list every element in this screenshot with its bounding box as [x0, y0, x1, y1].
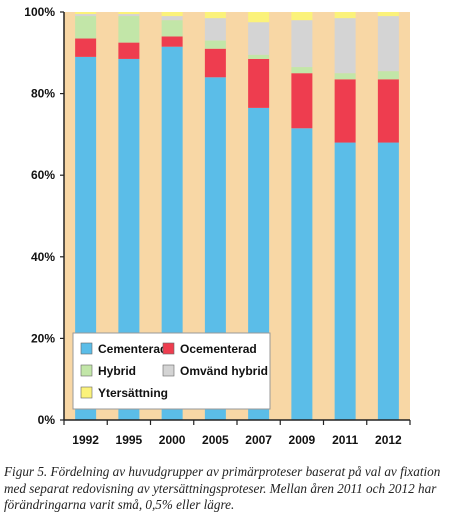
- bar-segment-2011-cementerad: [334, 142, 356, 420]
- bar-segment-2007-omvänd-hybrid: [248, 22, 270, 55]
- bar-segment-2007-hybrid: [248, 54, 270, 59]
- bar-segment-1995-cementerad: [118, 58, 140, 421]
- bars-group: 1992 1995 2000 2005 2007 2009 2011 2012: [72, 12, 402, 447]
- bar-segment-2012-omvänd-hybrid: [377, 16, 399, 72]
- bar-segment-1995-ocementerad: [118, 42, 140, 59]
- bar-segment-2005-ytersättning: [204, 12, 226, 19]
- bar-segment-2011-ocementerad: [334, 79, 356, 143]
- bar-segment-1992-cementerad: [75, 56, 97, 420]
- bar-segment-2009-cementerad: [291, 128, 313, 420]
- y-tick-label: 100%: [24, 5, 55, 19]
- x-tick-label: 2012: [375, 433, 402, 447]
- legend-label: Hybrid: [98, 364, 136, 378]
- legend-label: Ytersättning: [98, 386, 168, 400]
- legend-label: Omvänd hybrid: [180, 364, 268, 378]
- legend-swatch: [80, 364, 93, 377]
- bar-segment-2011-ytersättning: [334, 12, 356, 19]
- legend-swatch: [80, 342, 93, 355]
- x-tick-label: 2000: [159, 433, 186, 447]
- bar-segment-2011-hybrid: [334, 73, 356, 80]
- bar-segment-1992-ytersättning: [75, 12, 97, 15]
- bar-segment-2011-omvänd-hybrid: [334, 18, 356, 74]
- bar-segment-2000-cementerad: [161, 46, 183, 421]
- bar-segment-2009-omvänd-hybrid: [291, 20, 313, 68]
- stacked-bar-chart: 1992 1995 2000 2005 2007 2009 2011 2012 0% 20% 40…: [24, 5, 411, 447]
- y-tick-label: 20%: [31, 331, 55, 345]
- legend-swatch: [162, 342, 175, 355]
- bar-segment-2012-cementerad: [377, 142, 399, 420]
- y-tick-label: 0%: [38, 413, 56, 427]
- bar-segment-2000-ocementerad: [161, 36, 183, 47]
- y-tick-label: 40%: [31, 250, 55, 264]
- bar-segment-2000-ytersättning: [161, 12, 183, 17]
- x-tick-label: 2005: [202, 433, 229, 447]
- x-tick-label: 1992: [72, 433, 99, 447]
- bar-segment-2005-omvänd-hybrid: [204, 18, 226, 41]
- bar-segment-1992-hybrid: [75, 16, 97, 39]
- bar-segment-2005-hybrid: [204, 40, 226, 49]
- bar-segment-1995-ytersättning: [118, 12, 140, 15]
- legend-label: Ocementerad: [180, 342, 257, 356]
- bar-segment-1995-hybrid: [118, 16, 140, 43]
- y-tick-label: 60%: [31, 168, 55, 182]
- bar-segment-1992-ocementerad: [75, 38, 97, 57]
- bar-segment-2012-hybrid: [377, 71, 399, 80]
- bar-segment-2009-ocementerad: [291, 73, 313, 129]
- y-tick-label: 80%: [31, 87, 55, 101]
- legend-label: Cementerad: [98, 342, 167, 356]
- bar-segment-2007-ytersättning: [248, 12, 270, 23]
- bar-segment-2005-ocementerad: [204, 48, 226, 78]
- x-tick-label: 2007: [245, 433, 272, 447]
- bar-segment-2012-ytersättning: [377, 12, 399, 17]
- axes-group: 0% 20% 40% 60% 80% 100%: [24, 5, 411, 427]
- x-tick-label: 1995: [116, 433, 143, 447]
- legend-swatch: [162, 364, 175, 377]
- legend-swatch: [80, 386, 93, 399]
- legend: Cementerad Ocementerad Hybrid Omvänd hybrid…: [72, 332, 271, 410]
- x-tick-label: 2011: [332, 433, 358, 447]
- bar-segment-2007-ocementerad: [248, 58, 270, 108]
- bar-segment-2012-ocementerad: [377, 79, 399, 143]
- bar-segment-2009-hybrid: [291, 67, 313, 74]
- bar-segment-1992-omvänd-hybrid: [75, 14, 97, 17]
- bar-segment-2000-omvänd-hybrid: [161, 16, 183, 21]
- x-tick-label: 2009: [289, 433, 316, 447]
- bar-segment-2009-ytersättning: [291, 12, 313, 21]
- figure-caption: Figur 5. Fördelning av huvudgrupper av p…: [4, 464, 441, 512]
- bar-segment-1995-omvänd-hybrid: [118, 14, 140, 17]
- bar-segment-2000-hybrid: [161, 20, 183, 37]
